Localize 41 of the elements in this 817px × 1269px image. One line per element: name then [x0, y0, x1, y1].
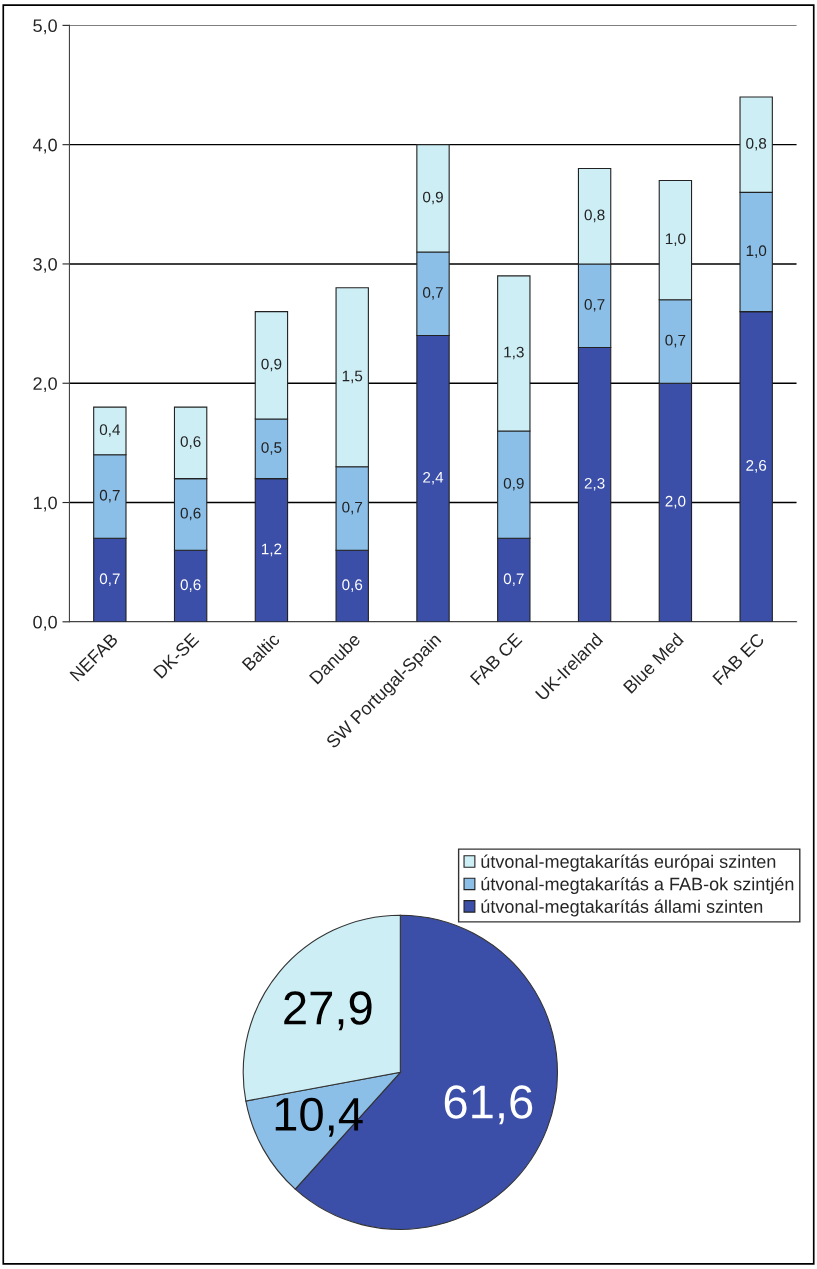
legend-label: útvonal-megtakarítás európai szinten — [481, 854, 776, 872]
y-tick-label: 4,0 — [32, 138, 57, 154]
data-label: 0,6 — [180, 507, 201, 521]
data-label: 0,5 — [261, 442, 282, 455]
data-label: 2,0 — [665, 495, 686, 509]
data-label: 0,7 — [665, 334, 686, 348]
data-label: 27,9 — [284, 991, 372, 1031]
data-label: 0,7 — [422, 287, 443, 300]
data-label: 0,4 — [99, 424, 121, 437]
data-label: 2,6 — [746, 460, 767, 473]
data-label: 0,7 — [342, 501, 363, 515]
y-tick-label: 1,0 — [33, 496, 57, 512]
data-label: 1,0 — [746, 245, 767, 258]
data-label: 0,7 — [99, 573, 120, 586]
data-label: 2,4 — [423, 471, 444, 485]
data-label: 10,4 — [275, 1097, 363, 1137]
y-tick-label: 2,0 — [33, 377, 57, 393]
legend-label: útvonal-megtakarítás a FAB-ok szintjén — [481, 876, 794, 895]
data-label: 0,7 — [584, 298, 605, 312]
y-tick-label: 0,0 — [33, 615, 57, 631]
data-label: 1,2 — [261, 543, 282, 557]
data-label: 0,9 — [261, 358, 282, 372]
data-label: 0,6 — [180, 579, 201, 592]
data-label: 0,9 — [422, 191, 443, 205]
x-tick-label: FAB CE — [469, 632, 523, 686]
data-label: 0,8 — [584, 209, 605, 223]
data-label: 0,9 — [503, 477, 524, 491]
data-label: 0,8 — [746, 137, 767, 151]
data-label: 0,6 — [342, 579, 363, 592]
data-label: 2,3 — [584, 477, 605, 491]
data-label: 0,7 — [99, 489, 120, 503]
legend-label: útvonal-megtakarítás állami szinten — [481, 899, 763, 917]
data-label: 1,5 — [342, 370, 363, 384]
x-tick-label: FAB EC — [712, 632, 766, 686]
y-tick-label: 5,0 — [33, 19, 57, 35]
data-label: 0,6 — [180, 436, 201, 449]
data-label: 1,0 — [665, 233, 686, 246]
data-label: 1,3 — [504, 346, 524, 360]
data-label: 0,7 — [503, 573, 524, 586]
y-tick-label: 3,0 — [33, 257, 57, 273]
data-label: 61,6 — [444, 1085, 533, 1125]
